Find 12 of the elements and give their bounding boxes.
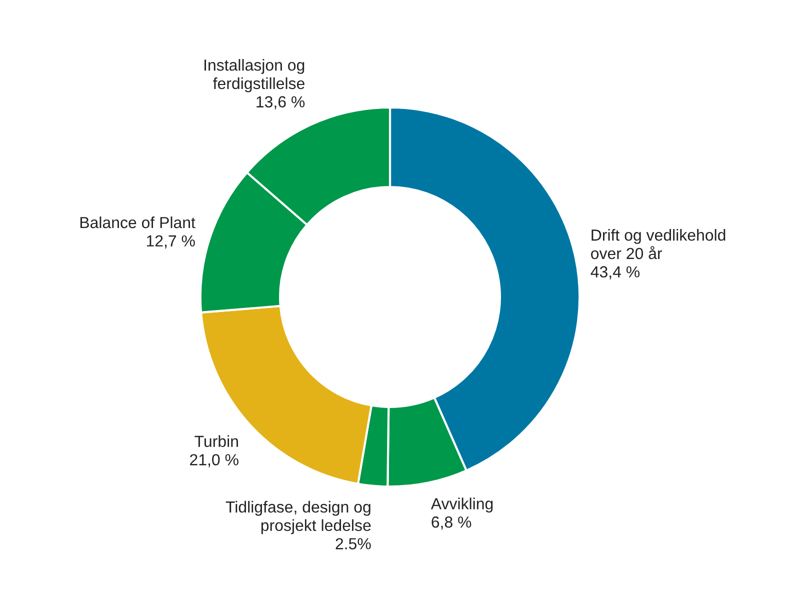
data-label: 43,4 % [590, 266, 640, 280]
data-label: 2.5% [336, 538, 371, 550]
data-label: 6,8 % [432, 516, 472, 530]
slice-label: Balance of Plant [80, 216, 196, 228]
data-label: 12,7 % [146, 235, 195, 248]
data-label: 21,0 % [190, 454, 238, 468]
slice-label: Turbin [194, 435, 238, 448]
slice-label: Avvikling [430, 498, 493, 513]
data-label: 13,6 % [256, 96, 305, 110]
slice-label: Drift og vedlikehold over 20 år [591, 229, 726, 260]
slice-label: Tidligfase, design og prosjekt ledelse [226, 500, 371, 534]
slice-label: Installasjon og ferdigstillelse [204, 59, 304, 92]
